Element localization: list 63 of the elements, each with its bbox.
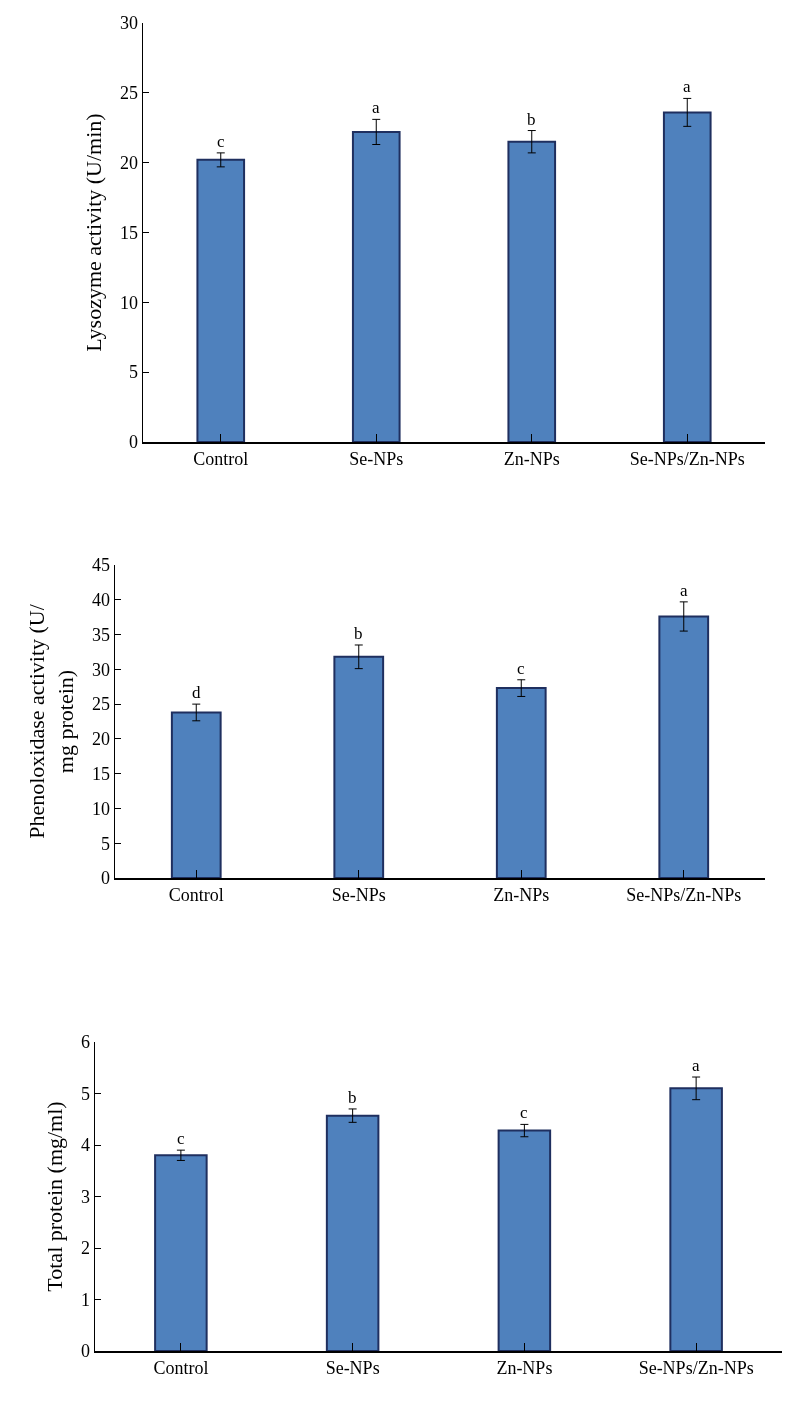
bar — [325, 1114, 380, 1351]
y-tick-label: 25 — [119, 83, 138, 104]
annotation: a — [680, 581, 688, 600]
bar — [507, 140, 557, 442]
y-tick-label: 10 — [91, 798, 110, 819]
annotation: c — [177, 1129, 185, 1148]
x-tick-label: Se-NPs — [325, 1358, 380, 1379]
annotation: c — [520, 1103, 528, 1122]
y-tick-label: 5 — [128, 362, 138, 383]
y-tick-label: 0 — [128, 432, 138, 453]
x-tick-label: Control — [153, 1358, 209, 1379]
y-tick-label: 45 — [91, 555, 110, 576]
bar — [669, 1087, 723, 1351]
y-axis-title: Phenoloxidase activity (U/ mg protein) — [24, 603, 78, 839]
y-tick-label: 35 — [91, 624, 110, 645]
y-tick-label: 10 — [119, 292, 138, 313]
annotation: a — [372, 98, 380, 117]
y-tick-label: 2 — [80, 1238, 90, 1259]
bar — [154, 1154, 208, 1351]
y-tick-label: 40 — [91, 590, 110, 611]
bar — [196, 158, 246, 442]
y-tick-label: 6 — [80, 1032, 90, 1053]
annotation: b — [527, 110, 536, 129]
annotation: c — [517, 659, 525, 678]
annotation: d — [192, 683, 201, 702]
y-tick-label: 20 — [119, 152, 138, 173]
y-tick-label: 15 — [119, 222, 138, 243]
y-tick-label: 30 — [91, 659, 110, 680]
x-tick-label: Control — [193, 449, 249, 470]
y-tick-label: 5 — [80, 1083, 90, 1104]
x-tick-label: Control — [168, 885, 224, 906]
x-tick-label: Se-NPs/Zn-NPs — [638, 1358, 754, 1379]
x-tick-label: Se-NPs/Zn-NPs — [629, 449, 745, 470]
bar — [170, 711, 222, 878]
y-tick-label: 4 — [80, 1135, 90, 1156]
bar — [333, 655, 385, 878]
bar — [351, 130, 401, 442]
y-tick-label: 15 — [91, 763, 110, 784]
bar — [495, 687, 547, 878]
y-tick-label: 1 — [80, 1289, 90, 1310]
y-axis-title: Lysozyme activity (U/min) — [80, 113, 106, 352]
bar — [658, 615, 710, 878]
x-tick-label: Zn-NPs — [503, 449, 560, 470]
annotation: a — [692, 1056, 700, 1075]
y-tick-label: 20 — [91, 729, 110, 750]
x-tick-label: Se-NPs — [331, 885, 386, 906]
y-axis-title: Total protein (mg/ml) — [41, 1101, 67, 1292]
bar — [662, 111, 712, 442]
x-tick-label: Zn-NPs — [493, 885, 550, 906]
x-tick-label: Se-NPs — [349, 449, 404, 470]
y-tick-label: 3 — [80, 1186, 90, 1207]
annotation: b — [354, 624, 363, 643]
y-tick-label: 0 — [80, 1341, 90, 1362]
y-tick-label: 25 — [91, 694, 110, 715]
bar — [497, 1129, 552, 1351]
annotation: c — [217, 132, 225, 151]
x-tick-label: Se-NPs/Zn-NPs — [626, 885, 742, 906]
y-tick-label: 5 — [100, 833, 110, 854]
y-tick-label: 0 — [100, 868, 110, 889]
annotation: a — [683, 77, 691, 96]
y-tick-label: 30 — [119, 13, 138, 34]
annotation: b — [348, 1088, 357, 1107]
x-tick-label: Zn-NPs — [496, 1358, 553, 1379]
